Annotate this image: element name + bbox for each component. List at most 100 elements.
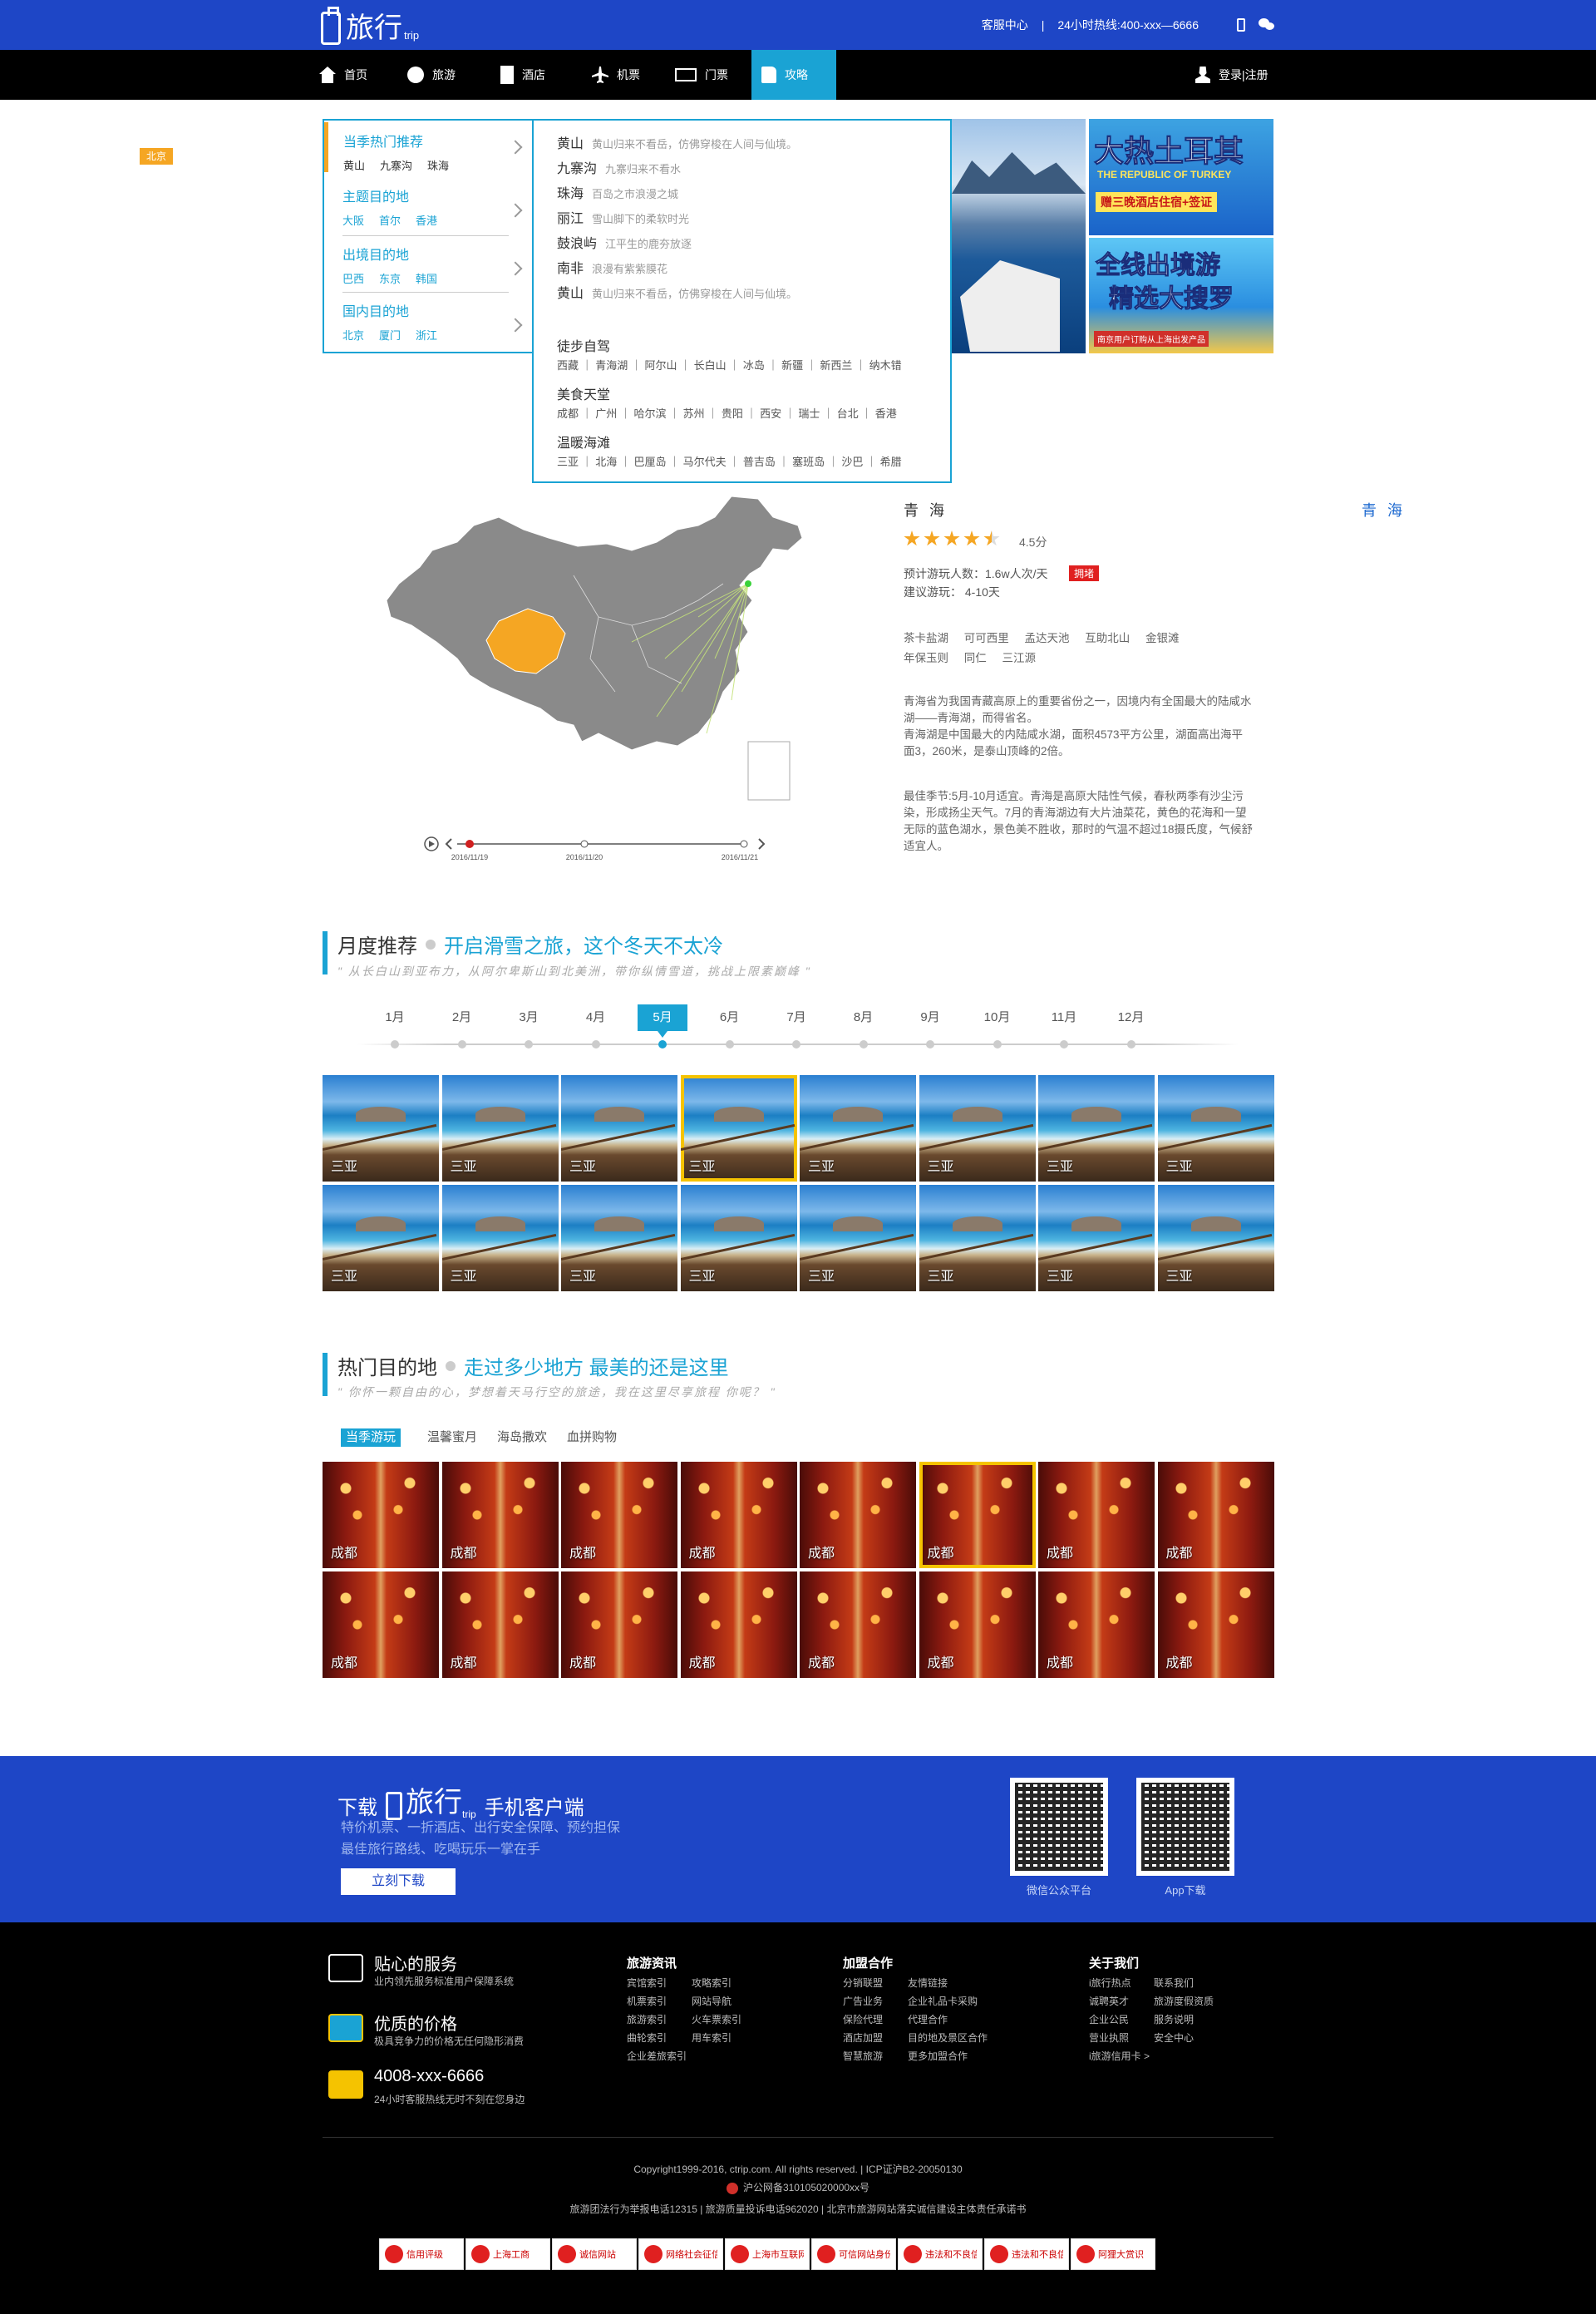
trust-badge[interactable]: 诚信网站 xyxy=(552,2238,637,2270)
destination-tile[interactable]: 三亚 xyxy=(800,1185,916,1291)
flyout-row[interactable]: 鼓浪屿 江平生的鹿夯放逐 xyxy=(557,232,692,252)
footer-link[interactable]: 诚聘英才 xyxy=(1089,1996,1130,2007)
menu-link[interactable]: 北京 xyxy=(342,329,365,342)
nav-home[interactable]: 首页 xyxy=(309,50,377,100)
flyout-group-list[interactable]: 三亚 ｜ 北海 ｜ 巴厘岛 ｜ 马尔代夫 ｜ 普吉岛 ｜ 塞班岛 ｜ 沙巴 ｜ … xyxy=(557,456,902,468)
footer-link[interactable]: 旅游度假资质 xyxy=(1154,1996,1214,2007)
menu-link[interactable]: 巴西 xyxy=(342,273,365,285)
destination-tile[interactable]: 成都 xyxy=(561,1571,677,1678)
footer-link[interactable]: 企业差旅索引 xyxy=(627,2050,687,2062)
month-dot[interactable] xyxy=(993,1040,1002,1048)
destination-tile[interactable]: 三亚 xyxy=(680,1185,797,1291)
month-dot[interactable] xyxy=(525,1040,533,1048)
menu-link[interactable]: 厦门 xyxy=(379,329,401,342)
tab-island[interactable]: 海岛撒欢 xyxy=(497,1430,548,1444)
site-logo[interactable]: 旅行 trip xyxy=(321,7,419,45)
menu-link[interactable]: 首尔 xyxy=(379,215,401,227)
destination-tile[interactable]: 成都 xyxy=(1038,1462,1155,1568)
wechat-qr-code[interactable] xyxy=(1010,1778,1108,1876)
footer-link[interactable]: 广告业务 xyxy=(843,1996,884,2007)
turkey-banner[interactable]: 大热土耳其 THE REPUBLIC OF TURKEY 赠三晚酒店住宿+签证 xyxy=(1089,119,1273,235)
menu-section-hot[interactable]: 当季热门推荐 黄山 九寨沟 珠海 xyxy=(324,122,532,172)
flyout-row[interactable]: 丽江 雪山脚下的柔软时光 xyxy=(557,207,689,227)
destination-tile[interactable]: 成都 xyxy=(919,1571,1036,1678)
month-dot[interactable] xyxy=(391,1040,399,1048)
destination-tile[interactable]: 三亚 xyxy=(1157,1075,1274,1182)
destination-tile[interactable]: 三亚 xyxy=(323,1185,439,1291)
month-tab[interactable]: 11月 xyxy=(1051,1010,1077,1024)
flyout-row[interactable]: 黄山 黄山归来不看岳，仿佛穿梭在人间与仙境。 xyxy=(557,132,797,152)
download-button[interactable]: 立刻下载 xyxy=(341,1868,456,1895)
nav-guide[interactable]: 攻略 xyxy=(751,50,836,100)
trust-badge[interactable]: 阿狸大赏识 xyxy=(1071,2238,1155,2270)
timeline-node[interactable] xyxy=(580,840,589,848)
flyout-row[interactable]: 珠海 百岛之市浪漫之城 xyxy=(557,182,678,202)
destination-tile[interactable]: 三亚 xyxy=(561,1185,677,1291)
destination-tile[interactable]: 成都 xyxy=(800,1462,916,1568)
month-tab[interactable]: 3月 xyxy=(519,1010,539,1024)
footer-link[interactable]: 智慧旅游 xyxy=(843,2050,884,2062)
footer-link[interactable]: 宾馆索引 xyxy=(627,1977,667,1989)
footer-link[interactable]: 目的地及景区合作 xyxy=(908,2032,988,2044)
month-tab[interactable]: 6月 xyxy=(719,1010,740,1024)
timeline-node[interactable] xyxy=(740,840,748,848)
month-dot[interactable] xyxy=(1060,1040,1068,1048)
menu-link[interactable]: 大阪 xyxy=(342,215,365,227)
menu-link[interactable]: 韩国 xyxy=(416,273,438,285)
footer-link[interactable]: i旅游信用卡 > xyxy=(1089,2050,1150,2062)
china-route-map[interactable] xyxy=(382,492,815,817)
destination-tile[interactable]: 成都 xyxy=(561,1462,677,1568)
outbound-banner[interactable]: 全线出境游 精选大搜罗 南京用户订购从上海出发产品 xyxy=(1089,238,1273,353)
destination-tile[interactable]: 三亚 xyxy=(561,1075,677,1182)
wechat-icon[interactable] xyxy=(1259,18,1275,32)
flyout-row[interactable]: 南非 浪漫有紫紫膜花 xyxy=(557,257,667,277)
service-center-link[interactable]: 客服中心 xyxy=(981,18,1028,32)
destination-tile[interactable]: 三亚 xyxy=(1038,1075,1155,1182)
month-dot[interactable] xyxy=(658,1040,667,1048)
month-tab[interactable]: 5月 xyxy=(638,1004,687,1038)
destination-tile[interactable]: 成都 xyxy=(323,1571,439,1678)
mobile-phone-icon[interactable] xyxy=(1237,18,1245,32)
date-timeline[interactable]: 2016/11/19 2016/11/20 2016/11/21 xyxy=(420,831,769,865)
destination-tile[interactable]: 三亚 xyxy=(800,1075,916,1182)
tab-seasonal[interactable]: 当季游玩 xyxy=(341,1428,401,1447)
trust-badge[interactable]: 信用评级 xyxy=(379,2238,464,2270)
footer-link[interactable]: 分销联盟 xyxy=(843,1977,884,1989)
trust-badge[interactable]: 上海工商 xyxy=(466,2238,550,2270)
timeline-node-active[interactable] xyxy=(466,840,474,848)
destination-tile[interactable]: 成都 xyxy=(1157,1462,1274,1568)
destination-tile[interactable]: 成都 xyxy=(680,1571,797,1678)
month-dot[interactable] xyxy=(1126,1040,1135,1048)
destination-tile[interactable]: 成都 xyxy=(1038,1571,1155,1678)
police-record-text[interactable]: 沪公网备310105020000xx号 xyxy=(742,2182,870,2193)
month-dot[interactable] xyxy=(926,1040,934,1048)
menu-link[interactable]: 黄山 xyxy=(343,160,366,172)
destination-tile[interactable]: 三亚 xyxy=(441,1075,559,1182)
month-tab[interactable]: 1月 xyxy=(385,1010,405,1024)
footer-link[interactable]: 机票索引 xyxy=(627,1996,667,2007)
destination-tile[interactable]: 成都 xyxy=(1157,1571,1274,1678)
footer-link[interactable]: 企业公民 xyxy=(1089,2014,1130,2025)
footer-link[interactable]: 营业执照 xyxy=(1089,2032,1130,2044)
footer-link[interactable]: 友情链接 xyxy=(908,1977,948,1989)
month-dot[interactable] xyxy=(457,1040,466,1048)
month-tab[interactable]: 7月 xyxy=(786,1010,806,1024)
trust-badge[interactable]: 违法和不良信息举报电话 xyxy=(984,2238,1069,2270)
legal-links[interactable]: 旅游团法行为举报电话12315 | 旅游质量投诉电话962020 | 北京市旅游… xyxy=(569,2203,1027,2215)
tab-shopping[interactable]: 血拼购物 xyxy=(567,1430,618,1444)
destination-tile[interactable]: 三亚 xyxy=(1157,1185,1274,1291)
destination-tile[interactable]: 成都 xyxy=(680,1462,797,1568)
month-dot[interactable] xyxy=(792,1040,800,1048)
menu-link[interactable]: 浙江 xyxy=(416,329,438,342)
play-icon[interactable] xyxy=(424,836,439,851)
nav-ticket[interactable]: 门票 xyxy=(665,50,738,100)
footer-link[interactable]: 服务说明 xyxy=(1154,2014,1195,2025)
destination-tile[interactable]: 三亚 xyxy=(441,1185,559,1291)
footer-link[interactable]: 酒店加盟 xyxy=(843,2032,884,2044)
menu-section-domestic[interactable]: 国内目的地 北京 厦门 浙江 xyxy=(324,300,532,350)
footer-link[interactable]: 旅游索引 xyxy=(627,2014,667,2025)
footer-link[interactable]: 联系我们 xyxy=(1154,1977,1195,1989)
nav-flight[interactable]: 机票 xyxy=(582,50,650,100)
footer-link[interactable]: 火车票索引 xyxy=(692,2014,742,2025)
menu-link[interactable]: 香港 xyxy=(416,215,438,227)
